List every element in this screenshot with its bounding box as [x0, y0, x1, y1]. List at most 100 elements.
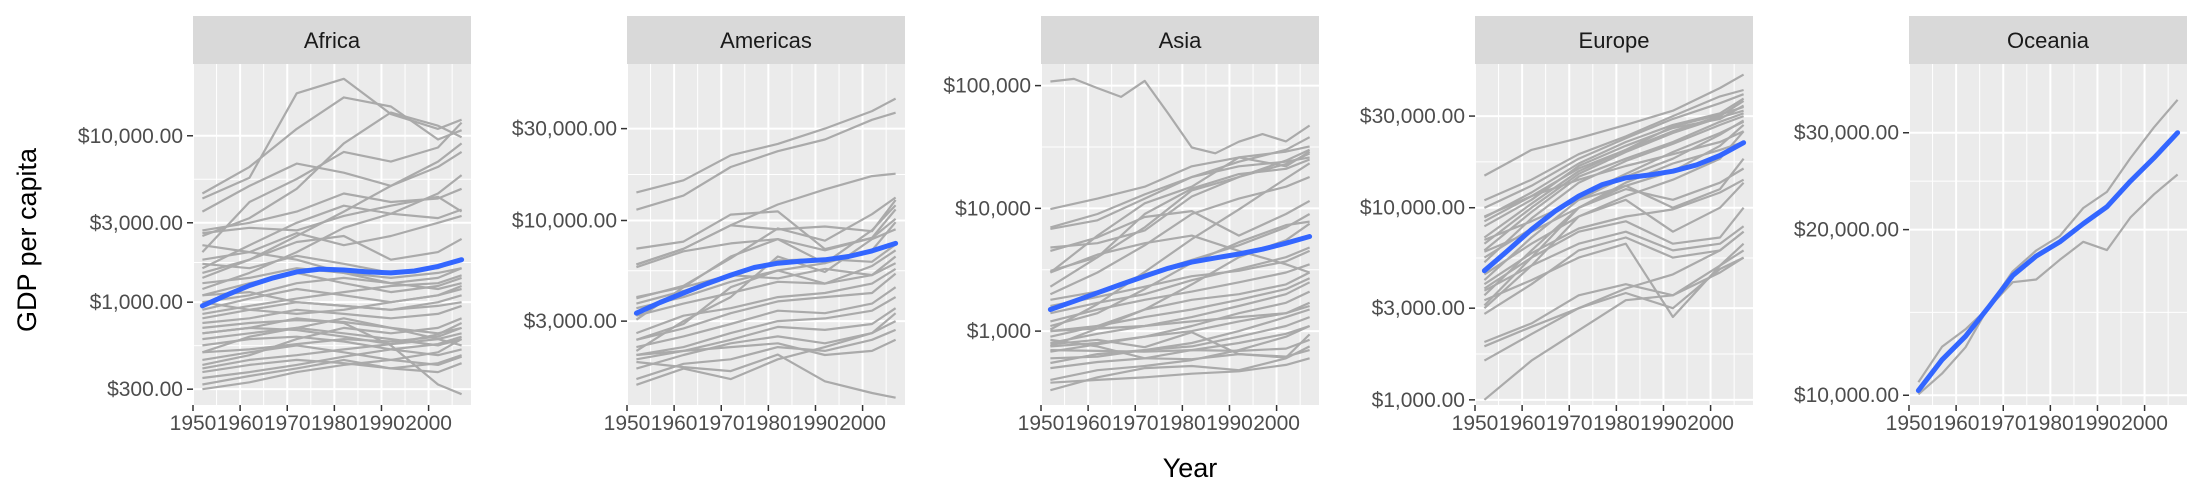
- y-tick-label: $1,000.00: [1372, 389, 1465, 412]
- y-tick-label: $10,000.00: [512, 209, 617, 232]
- country-line: [1050, 357, 1310, 384]
- country-line: [202, 326, 462, 347]
- country-line: [1050, 304, 1310, 333]
- x-tick-label: 1970: [264, 412, 311, 435]
- y-tick-label: $3,000.00: [90, 212, 183, 235]
- x-tick-label: 2000: [1687, 412, 1734, 435]
- country-line: [1050, 316, 1310, 365]
- facet-label: Europe: [1579, 28, 1650, 53]
- facet-strip: [1909, 16, 2187, 64]
- facet-label: Africa: [304, 28, 361, 53]
- x-tick-label: 1950: [170, 412, 217, 435]
- x-tick-label: 1980: [2027, 412, 2074, 435]
- country-line: [1050, 246, 1311, 315]
- country-line: [1917, 99, 2179, 396]
- panel-americas: Americas $3,000.00 $10,000.00 $30,000.00 195…: [512, 16, 905, 435]
- smooth-trend-line: [1047, 234, 1313, 312]
- x-tick-label: 1950: [1452, 412, 1499, 435]
- country-line: [1483, 73, 1745, 177]
- facet-strip: [1475, 16, 1753, 64]
- country-line: [636, 111, 896, 211]
- x-tick-label: 1990: [792, 412, 839, 435]
- panel-europe: Europe $1,000.00 $3,000.00 $10,000.00 $30,00…: [1360, 16, 1753, 435]
- x-tick-label: 1960: [1933, 412, 1980, 435]
- country-line: [1050, 150, 1311, 211]
- y-tick-label: $10,000.00: [1360, 197, 1465, 220]
- country-line: [202, 317, 462, 354]
- country-line: [1483, 93, 1744, 209]
- y-tick-label: $1,000.00: [90, 291, 183, 314]
- y-tick-label: $100,000: [943, 75, 1031, 98]
- country-line: [202, 335, 462, 357]
- panel-africa: Africa $300.00 $1,000.00 $3,000.00 $10,000.0…: [78, 16, 471, 435]
- panel-oceania: Oceania $10,000.00 $20,000.00 $30,000.00 195…: [1794, 16, 2187, 435]
- x-tick-label: 1970: [1112, 412, 1159, 435]
- x-tick-label: 1950: [604, 412, 651, 435]
- country-line: [202, 195, 463, 235]
- x-tick-label: 2000: [1253, 412, 1300, 435]
- x-tick-label: 2000: [405, 412, 452, 435]
- facet-label: Americas: [720, 28, 812, 53]
- country-line: [1049, 175, 1311, 296]
- x-tick-label: 1990: [358, 412, 405, 435]
- x-tick-label: 1950: [1886, 412, 1933, 435]
- y-tick-label: $30,000.00: [1360, 105, 1465, 128]
- facet-strip: [193, 16, 471, 64]
- country-line: [1050, 199, 1311, 252]
- facet-label: Oceania: [2007, 28, 2090, 53]
- country-line: [1483, 105, 1744, 239]
- panel-data: [199, 77, 465, 396]
- x-tick-label: 2000: [839, 412, 886, 435]
- x-tick-label: 1960: [217, 412, 264, 435]
- country-line: [636, 286, 897, 349]
- y-tick-label: $3,000.00: [524, 310, 617, 333]
- panel-asia: Asia $1,000 $10,000 $100,000 1950 1960 1970 198…: [943, 16, 1319, 435]
- country-line: [202, 317, 463, 366]
- country-line: [202, 344, 462, 366]
- country-line: [202, 354, 462, 374]
- smooth-trend-line: [1915, 130, 2181, 393]
- y-axis-title: GDP per capita: [12, 147, 42, 332]
- country-line: [202, 234, 463, 274]
- y-tick-label: $10,000.00: [1794, 384, 1899, 407]
- x-tick-label: 2000: [2121, 412, 2168, 435]
- country-line: [202, 276, 462, 304]
- country-line: [1050, 338, 1310, 361]
- country-line: [202, 174, 463, 291]
- country-line: [636, 353, 896, 399]
- country-line: [201, 77, 462, 200]
- country-line: [201, 204, 462, 270]
- country-line: [202, 326, 462, 354]
- country-line: [1483, 112, 1744, 252]
- x-tick-label: 1980: [1593, 412, 1640, 435]
- facet-label: Asia: [1159, 28, 1203, 53]
- panel-data: [633, 97, 899, 399]
- country-line: [1050, 148, 1311, 249]
- y-tick-label: $10,000.00: [78, 125, 183, 148]
- country-line: [202, 111, 463, 238]
- panel-data: [1915, 99, 2181, 396]
- country-line: [636, 196, 897, 300]
- x-tick-label: 1980: [311, 412, 358, 435]
- x-tick-label: 1960: [1065, 412, 1112, 435]
- country-line: [636, 312, 897, 386]
- country-line: [1050, 338, 1310, 353]
- country-line: [1917, 173, 2179, 383]
- country-line: [202, 322, 463, 370]
- country-line: [636, 262, 897, 310]
- x-axis-title: Year: [1163, 453, 1218, 483]
- country-line: [1050, 308, 1310, 360]
- country-line: [636, 296, 897, 357]
- country-line: [202, 335, 462, 380]
- country-line: [1050, 77, 1311, 155]
- country-line: [636, 267, 897, 335]
- country-line: [1483, 104, 1745, 228]
- country-line: [1483, 130, 1745, 218]
- country-line: [636, 249, 897, 317]
- country-line: [1483, 256, 1745, 348]
- country-line: [636, 272, 897, 341]
- country-line: [202, 358, 462, 386]
- country-line: [1483, 158, 1745, 241]
